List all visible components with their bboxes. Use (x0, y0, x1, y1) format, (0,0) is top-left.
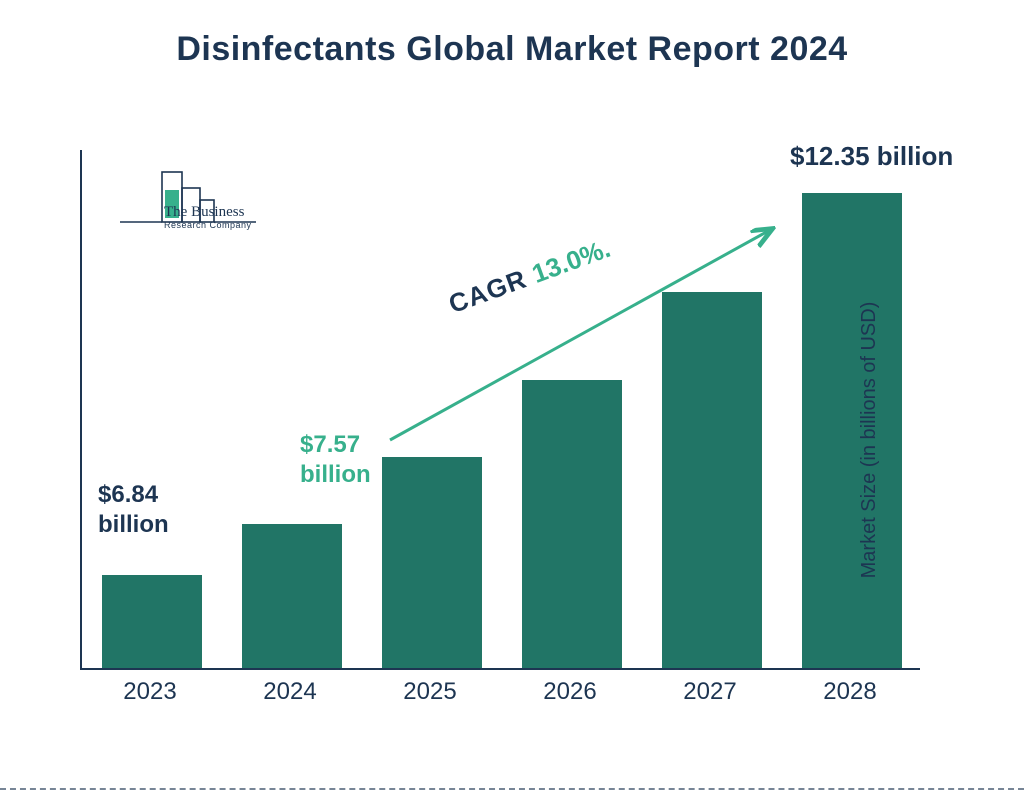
bottom-divider (0, 788, 1024, 790)
bar-col-2028 (802, 193, 902, 668)
x-label-2025: 2025 (380, 678, 480, 706)
bar-2024 (242, 524, 342, 668)
bar-col-2023 (102, 575, 202, 668)
bar-2027 (662, 292, 762, 668)
bar-col-2026 (522, 380, 622, 668)
x-label-2028: 2028 (800, 678, 900, 706)
x-label-2023: 2023 (100, 678, 200, 706)
x-label-2027: 2027 (660, 678, 760, 706)
plot-area (80, 150, 920, 670)
bar-2023 (102, 575, 202, 668)
x-label-2026: 2026 (520, 678, 620, 706)
bar-col-2025 (382, 457, 482, 668)
x-label-2024: 2024 (240, 678, 340, 706)
bar-col-2027 (662, 292, 762, 668)
chart-title: Disinfectants Global Market Report 2024 (0, 30, 1024, 69)
bar-2025 (382, 457, 482, 668)
bar-2026 (522, 380, 622, 668)
x-axis-labels: 2023 2024 2025 2026 2027 2028 (80, 678, 920, 706)
bar-2028 (802, 193, 902, 668)
bars-group (82, 148, 922, 668)
bar-col-2024 (242, 524, 342, 668)
y-axis-label: Market Size (in billions of USD) (858, 302, 881, 579)
bar-chart: 2023 2024 2025 2026 2027 2028 Market Size (in… (80, 150, 960, 730)
